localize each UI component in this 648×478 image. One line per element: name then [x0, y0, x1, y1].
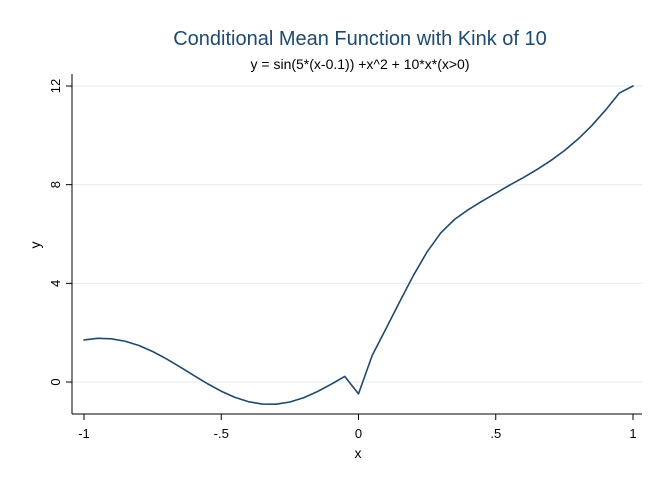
x-tick-label-0: -1 — [78, 426, 90, 441]
x-tick-label-3: .5 — [490, 426, 501, 441]
y-axis-title: y — [27, 242, 43, 249]
y-tick-label-1: 4 — [48, 280, 63, 287]
x-tick-label-2: 0 — [355, 426, 362, 441]
y-tick-label-2: 8 — [48, 181, 63, 188]
x-tick-label-1: -.5 — [214, 426, 229, 441]
axes — [71, 74, 642, 415]
x-tick-label-4: 1 — [629, 426, 636, 441]
ticks: -1 -.5 0 .5 1 0 4 8 12 — [48, 79, 637, 441]
y-tick-label-3: 12 — [48, 79, 63, 93]
gridlines — [72, 85, 642, 383]
plot-region — [72, 74, 642, 414]
series-layer — [83, 85, 634, 405]
x-axis-title: x — [355, 445, 362, 461]
chart-title: Conditional Mean Function with Kink of 1… — [173, 28, 547, 50]
chart-subtitle: y = sin(5*(x-0.1)) +x^2 + 10*x*(x>0) — [251, 56, 470, 72]
y-tick-label-0: 0 — [48, 378, 63, 385]
series-line-0 — [83, 85, 634, 405]
